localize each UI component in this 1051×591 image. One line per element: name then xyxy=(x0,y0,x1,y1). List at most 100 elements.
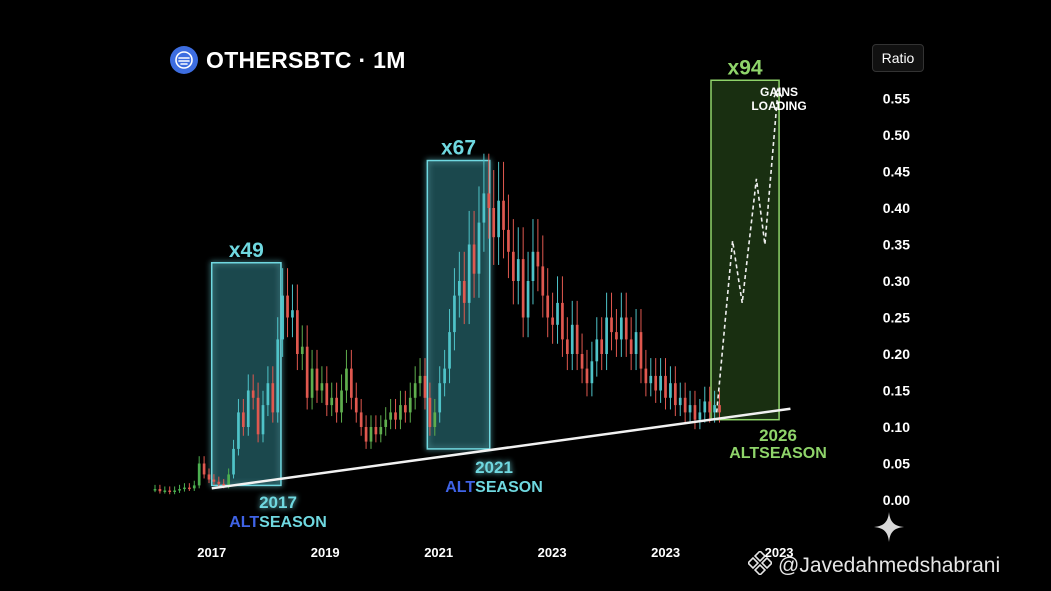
y-tick-label: 0.40 xyxy=(883,200,910,216)
candle-body xyxy=(305,346,309,398)
y-tick-label: 0.35 xyxy=(883,237,910,253)
candle-body xyxy=(467,244,471,303)
range-labels: x49 x67 x94 xyxy=(229,56,763,262)
candle-body xyxy=(536,251,540,267)
candle-body xyxy=(246,390,250,427)
y-tick-label: 0.15 xyxy=(883,383,910,399)
candle-body xyxy=(713,405,716,413)
range-box-x94 xyxy=(710,79,780,421)
candle-body xyxy=(242,412,245,427)
candle-body xyxy=(266,383,270,406)
candle-body xyxy=(320,383,324,391)
candle-body xyxy=(551,317,554,325)
candle-body xyxy=(433,412,437,427)
candle-body xyxy=(683,397,687,413)
annotation-2017-year: 2017 xyxy=(259,493,297,512)
candle-body xyxy=(345,368,348,391)
candle-body xyxy=(281,295,284,340)
candle-body xyxy=(565,339,569,354)
candle-body xyxy=(521,259,525,318)
candle-body xyxy=(708,401,712,413)
candle-body xyxy=(669,383,672,398)
range-multiplier-x67: x67 xyxy=(441,137,476,160)
gains-label-line1: GAINS xyxy=(760,85,798,99)
watermark-handle: @Javedahmedshabrani xyxy=(778,554,1001,577)
candle-body xyxy=(408,397,412,413)
candle-body xyxy=(698,412,702,420)
candle-body xyxy=(595,339,599,362)
candle-body xyxy=(158,489,162,492)
candle-body xyxy=(256,397,260,435)
annotation-2021-year: 2021 xyxy=(475,458,513,477)
candle-body xyxy=(615,332,618,340)
candle-body xyxy=(629,339,633,354)
candle-body xyxy=(413,383,417,398)
candle-body xyxy=(644,368,648,384)
y-tick-label: 0.10 xyxy=(883,419,910,435)
candle-body xyxy=(271,383,275,413)
candle-body xyxy=(492,208,496,238)
candle-body xyxy=(354,397,358,413)
gains-label-line2: LOADING xyxy=(751,99,806,113)
candle-body xyxy=(526,281,530,318)
x-tick-label: 2023 xyxy=(765,545,794,560)
candle-body xyxy=(585,368,589,384)
candle-body xyxy=(163,490,167,493)
candle-body xyxy=(649,375,653,384)
candle-body xyxy=(173,490,176,493)
candle-body xyxy=(541,266,545,296)
candle-body xyxy=(291,310,294,318)
candle-body xyxy=(315,368,319,391)
candle-body xyxy=(634,332,638,354)
y-tick-label: 0.50 xyxy=(883,127,910,143)
sparkle-icon xyxy=(872,510,906,548)
candle-body xyxy=(330,397,334,406)
candle-body xyxy=(232,448,235,475)
candle-body xyxy=(340,390,343,413)
candle-body xyxy=(192,485,196,489)
candle-body xyxy=(384,419,388,427)
candle-body xyxy=(600,339,604,354)
candles xyxy=(153,153,721,495)
candle-body xyxy=(212,479,216,482)
candle-body xyxy=(462,281,466,303)
candle-body xyxy=(325,383,329,406)
support-trendline xyxy=(211,407,791,490)
candle-body xyxy=(678,397,682,406)
candle-body xyxy=(350,368,353,398)
candle-body xyxy=(276,339,280,413)
candle-body xyxy=(624,317,628,340)
candle-body xyxy=(207,474,211,480)
candle-body xyxy=(423,375,427,398)
projection-path xyxy=(715,87,783,413)
candle-body xyxy=(153,489,157,491)
candle-body xyxy=(300,346,304,354)
candle-body xyxy=(457,281,461,296)
candle-body xyxy=(310,368,314,398)
candle-body xyxy=(379,427,383,435)
annotation-2026-season: ALTSEASON xyxy=(729,445,827,462)
candle-body xyxy=(178,489,181,491)
candle-body xyxy=(261,405,265,435)
candle-body xyxy=(693,405,697,420)
candle-body xyxy=(654,375,658,391)
candle-body xyxy=(374,427,378,435)
y-axis-unit-label: Ratio xyxy=(872,44,924,72)
y-tick-label: 0.25 xyxy=(883,310,910,326)
candle-body xyxy=(546,295,550,318)
x-axis: 2017 2019 2021 2023 2023 2023 xyxy=(197,545,793,560)
range-box-x67 xyxy=(426,159,491,450)
candle-body xyxy=(369,427,373,442)
y-tick-label: 0.00 xyxy=(883,492,910,508)
candle-body xyxy=(659,375,662,391)
candle-body xyxy=(664,375,667,398)
annotation-2021-season: ALTSEASON xyxy=(445,479,543,496)
binance-square-icon xyxy=(746,549,774,581)
candle-body xyxy=(286,295,289,318)
trendline xyxy=(211,407,791,490)
range-boxes xyxy=(210,79,780,487)
candle-body xyxy=(507,229,510,252)
candle-body xyxy=(403,405,407,413)
candle-body xyxy=(428,397,432,427)
candle-body xyxy=(418,375,422,384)
